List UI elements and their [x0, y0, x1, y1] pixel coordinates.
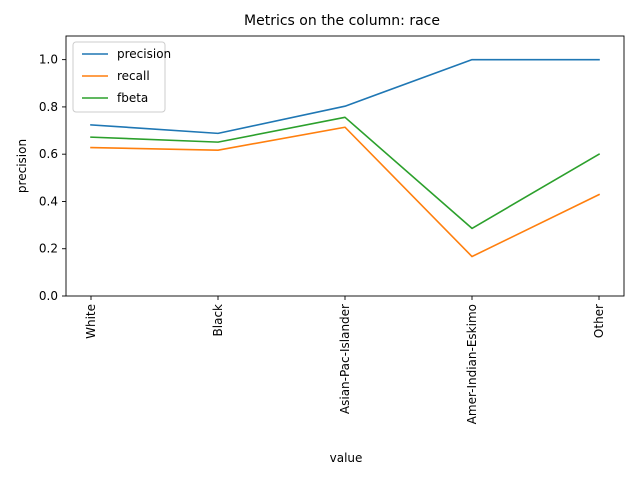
x-tick-label: Asian-Pac-Islander [338, 304, 352, 414]
legend-box [72, 41, 166, 113]
y-tick-label: 0.0 [39, 289, 58, 303]
y-axis-label: precision [15, 139, 29, 193]
series-line-recall [90, 126, 601, 258]
x-tick-label: White [84, 304, 98, 339]
x-tick-label: Other [592, 304, 606, 338]
x-tick-label: Black [211, 304, 225, 337]
ticks-layer: 0.0 0.2 0.4 0.6 0.8 1.0 White Black Asian-Pac-Is… [39, 53, 606, 425]
legend-label-fbeta: fbeta [117, 91, 148, 105]
y-tick-label: 0.8 [39, 100, 58, 114]
y-tick-label: 0.6 [39, 147, 58, 161]
x-axis-label: value [330, 451, 363, 465]
chart-title: Metrics on the column: race [244, 13, 440, 29]
x-tick-label: Amer-Indian-Eskimo [465, 304, 479, 424]
y-tick-label: 1.0 [39, 53, 58, 67]
legend-label-recall: recall [117, 69, 150, 83]
series-layer [90, 58, 601, 258]
series-line-precision [90, 58, 600, 135]
legend-label-precision: precision [117, 47, 171, 61]
series-line-fbeta [90, 116, 601, 230]
y-tick-label: 0.4 [39, 194, 58, 208]
legend: precision recall fbeta [72, 41, 171, 113]
y-tick-label: 0.2 [39, 242, 58, 256]
